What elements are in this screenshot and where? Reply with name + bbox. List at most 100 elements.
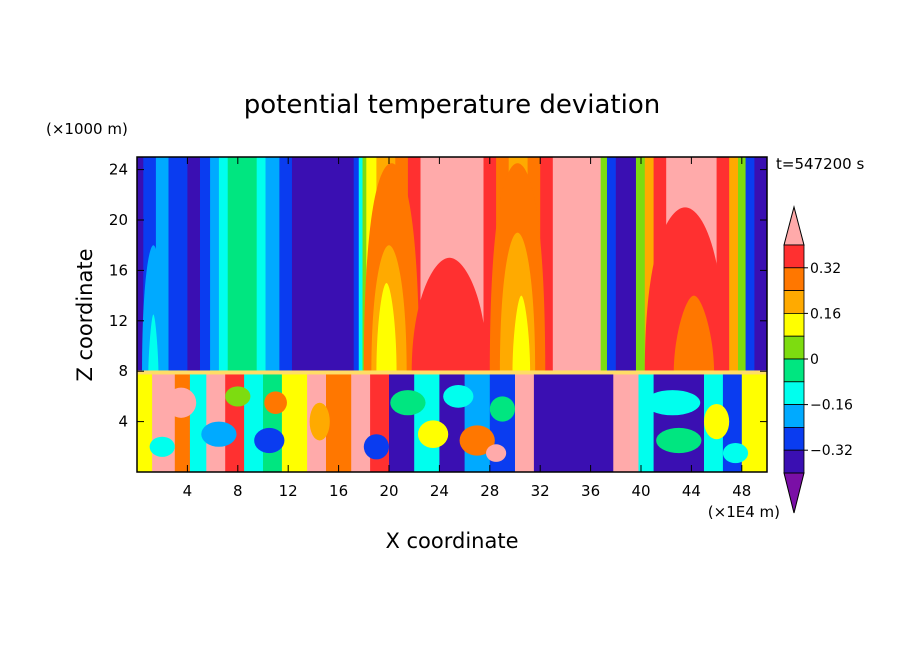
lower-segment [189, 372, 207, 472]
contour-tongue [512, 295, 531, 373]
colorbar [783, 205, 805, 514]
upper-column [227, 157, 258, 373]
interface-band [137, 370, 767, 375]
colorbar-box [783, 244, 805, 269]
upper-column [168, 157, 188, 373]
eddy-blob [644, 390, 701, 416]
x-tick-label: 44 [682, 482, 701, 500]
eddy-blob [264, 391, 287, 415]
lower-segment [281, 372, 308, 472]
y-unit-label: (×1000 m) [46, 120, 128, 138]
lower-segment [464, 372, 491, 472]
upper-column [353, 157, 360, 373]
x-tick-label: 32 [531, 482, 550, 500]
x-tick-label: 4 [183, 482, 193, 500]
contour-tongue [148, 314, 159, 373]
upper-column [745, 157, 755, 373]
lower-segment [137, 372, 153, 472]
lower-segment [653, 372, 705, 472]
x-tick-label: 20 [379, 482, 398, 500]
eddy-blob [309, 402, 330, 441]
lower-segment [533, 372, 614, 472]
y-tick-label: 8 [118, 362, 128, 380]
eddy-blob [656, 427, 702, 454]
x-tick-label: 24 [430, 482, 449, 500]
colorbar-box [783, 290, 805, 314]
eddy-blob [704, 403, 730, 440]
upper-column [362, 157, 367, 373]
y-axis-label: Z coordinate [73, 248, 97, 381]
y-tick-label: 4 [118, 413, 128, 431]
x-tick-label: 8 [233, 482, 243, 500]
colorbar-box [783, 312, 805, 337]
colorbar-labels: 0.32 0.16 0 −0.16 −0.32 [804, 261, 853, 459]
upper-column [738, 157, 747, 373]
time-label: t=547200 s [776, 155, 864, 173]
x-unit-label: (×1E4 m) [708, 503, 780, 521]
upper-column [256, 157, 267, 373]
plot-frame [136, 156, 768, 473]
x-axis-label: X coordinate [385, 529, 518, 553]
eddy-blob [459, 425, 495, 456]
x-axis-ticks: 4 8 12 16 20 24 28 32 36 40 44 48 [183, 157, 751, 500]
x-tick-label: 48 [732, 482, 751, 500]
contour-tongue [411, 257, 488, 373]
eddy-blob [443, 385, 474, 408]
chart-title: potential temperature deviation [244, 90, 660, 120]
upper-column [279, 157, 293, 373]
contour-features [137, 163, 767, 375]
eddy-blob [201, 421, 237, 447]
upper-column [210, 157, 220, 373]
lower-segment [389, 372, 415, 472]
colorbar-bottom-triangle [783, 472, 805, 514]
colorbar-tick-label: 0.16 [810, 306, 841, 322]
contour-tongue [673, 295, 715, 373]
eddy-blob [165, 387, 197, 418]
eddy-blob [390, 390, 426, 416]
upper-column [200, 157, 211, 373]
lower-segment [515, 372, 535, 472]
colorbar-box [783, 404, 805, 428]
colorbar-box [783, 267, 805, 291]
contour-tongue [142, 245, 165, 373]
x-tick-label: 40 [631, 482, 650, 500]
colorbar-box [783, 335, 805, 360]
upper-column [615, 157, 637, 373]
colorbar-box [783, 426, 805, 451]
upper-column [187, 157, 201, 373]
x-tick-label: 28 [480, 482, 499, 500]
x-tick-label: 36 [581, 482, 600, 500]
upper-column [754, 157, 768, 373]
colorbar-top-triangle [783, 205, 805, 246]
lower-segment [244, 372, 264, 472]
upper-column [137, 157, 144, 373]
x-tick-label: 12 [279, 482, 298, 500]
upper-column [600, 157, 608, 373]
upper-column [606, 157, 617, 373]
x-tick-label: 16 [329, 482, 348, 500]
colorbar-tick-label: −0.16 [810, 398, 853, 414]
y-tick-label: 20 [109, 211, 128, 229]
lower-segment [152, 372, 176, 472]
y-tick-label: 12 [109, 312, 128, 330]
colorbar-box [783, 449, 805, 474]
upper-column [644, 157, 655, 373]
lower-layer [137, 372, 768, 472]
upper-column [635, 157, 646, 373]
eddy-blob [486, 444, 507, 462]
y-tick-label: 16 [109, 261, 128, 279]
eddy-blob [363, 434, 389, 460]
upper-column [265, 157, 280, 373]
eddy-blob [417, 420, 449, 449]
eddy-blob [722, 443, 749, 464]
colorbar-tick-label: 0.32 [810, 261, 841, 277]
y-tick-label: 24 [109, 161, 128, 179]
upper-column [291, 157, 355, 373]
lower-segment [351, 372, 371, 472]
eddy-blob [489, 396, 515, 422]
upper-column [218, 157, 229, 373]
y-axis-ticks: 4 8 12 16 20 24 [109, 161, 767, 431]
eddy-blob [149, 436, 175, 457]
